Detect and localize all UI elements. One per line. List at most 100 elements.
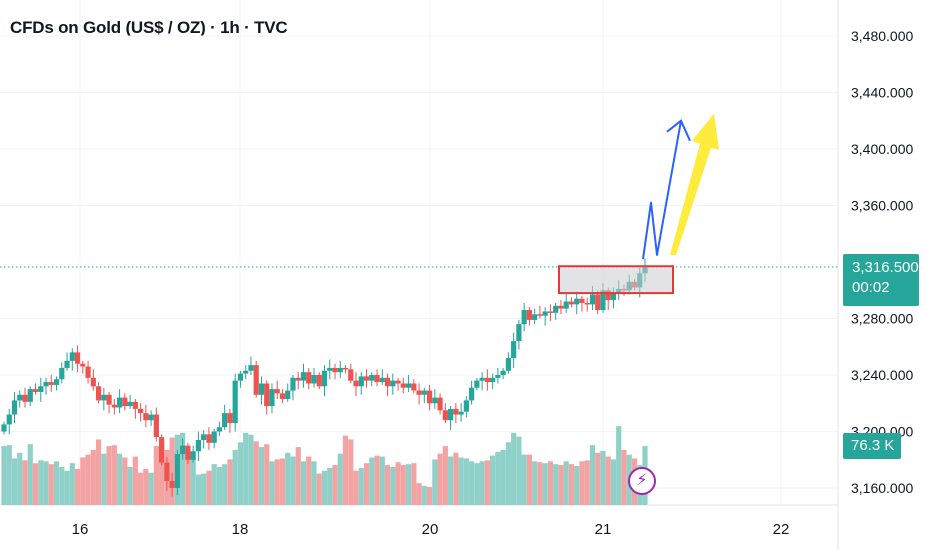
volume-bar	[295, 447, 301, 505]
volume-bar	[390, 467, 396, 505]
volume-bar	[80, 457, 86, 505]
candle-body	[216, 427, 223, 432]
volume-bar	[516, 436, 522, 505]
volume-bar	[195, 474, 202, 505]
candle-body	[437, 397, 443, 411]
candle-body	[568, 301, 575, 305]
candle-body	[348, 369, 354, 381]
volume-bar	[22, 460, 28, 505]
lightning-bolt-icon[interactable]: ⚡	[628, 467, 656, 495]
candle-body	[111, 404, 117, 408]
x-tick-label: 16	[72, 521, 89, 538]
candle-body	[274, 389, 280, 394]
candle-body	[106, 394, 112, 405]
x-tick-label: 21	[595, 521, 612, 538]
volume-bar	[363, 463, 370, 505]
candle-body	[584, 302, 590, 305]
candle-body	[64, 360, 70, 368]
candle-body	[116, 397, 123, 408]
candle-body	[495, 375, 501, 378]
candle-body	[384, 377, 391, 387]
volume-bar	[442, 446, 448, 505]
volume-bar	[568, 464, 575, 505]
y-tick-label: 3,280.000	[851, 311, 913, 327]
x-tick-label: 18	[232, 521, 249, 538]
candle-body	[127, 401, 133, 407]
volume-bar	[227, 459, 233, 505]
candle-body	[547, 311, 554, 313]
volume-bar	[306, 456, 312, 505]
volume-bar	[474, 463, 480, 505]
volume-bar	[463, 458, 469, 505]
volume-bar	[17, 452, 23, 505]
volume-bar	[101, 453, 107, 505]
volume-bar	[484, 460, 490, 505]
volume-bar	[69, 463, 75, 505]
volume-bar	[348, 439, 354, 505]
candle-body	[201, 434, 207, 440]
volume-bar	[547, 461, 554, 505]
volume-label: 76.3 K	[843, 433, 901, 459]
candle-body	[327, 367, 333, 371]
candle-body	[553, 305, 559, 313]
candle-body	[143, 413, 149, 421]
volume-bar	[116, 453, 123, 505]
candle-body	[516, 324, 522, 342]
volume-bar	[106, 446, 112, 505]
volume-bar	[59, 467, 65, 505]
volume-bar	[264, 444, 270, 505]
candle-body	[469, 387, 475, 401]
candle-body	[432, 397, 438, 404]
volume-bar	[300, 461, 307, 505]
volume-bar	[43, 461, 49, 505]
candle-body	[132, 401, 138, 409]
volume-bar	[216, 467, 223, 505]
volume-bar	[159, 444, 165, 505]
candle-body	[264, 383, 270, 407]
volume-bar	[222, 464, 228, 505]
volume-bar	[11, 458, 18, 505]
candle-body	[122, 397, 128, 407]
volume-bar	[574, 466, 580, 505]
volume-bar	[64, 470, 70, 505]
volume-bar	[584, 460, 590, 505]
volume-bar	[521, 454, 527, 505]
y-tick-label: 3,480.000	[851, 28, 913, 44]
volume-bar	[1, 446, 7, 505]
y-tick-label: 3,440.000	[851, 85, 913, 101]
candle-body	[600, 290, 606, 311]
volume-bar	[232, 449, 238, 505]
volume-bar	[532, 461, 538, 505]
volume-bar	[237, 442, 244, 505]
volume-bar	[384, 465, 391, 505]
candle-body	[269, 389, 275, 407]
volume-bar	[469, 461, 475, 505]
candle-body	[337, 367, 343, 373]
candle-body	[232, 380, 238, 424]
volume-bar	[122, 457, 128, 505]
candle-body	[405, 383, 412, 388]
candle-body	[6, 414, 12, 425]
volume-bar	[148, 472, 154, 505]
y-tick-label: 3,400.000	[851, 141, 913, 157]
candle-body	[342, 367, 349, 370]
volume-bar	[553, 464, 559, 505]
y-tick-label: 3,360.000	[851, 198, 913, 214]
volume-bar	[558, 465, 564, 505]
candle-body	[101, 394, 107, 401]
candle-body	[505, 358, 511, 371]
volume-bar	[38, 460, 44, 505]
candle-body	[237, 373, 244, 381]
candle-body	[69, 352, 75, 361]
volume-bar	[621, 449, 627, 505]
candle-body	[595, 294, 601, 311]
volume-bar	[595, 452, 601, 505]
volume-bar	[437, 453, 443, 505]
candle-countdown: 00:02	[852, 279, 890, 296]
blue-path-arrow	[642, 120, 682, 260]
candle-body	[447, 408, 454, 421]
candle-body	[279, 393, 286, 400]
volume-bar	[211, 464, 217, 505]
volume-bar	[374, 455, 380, 505]
